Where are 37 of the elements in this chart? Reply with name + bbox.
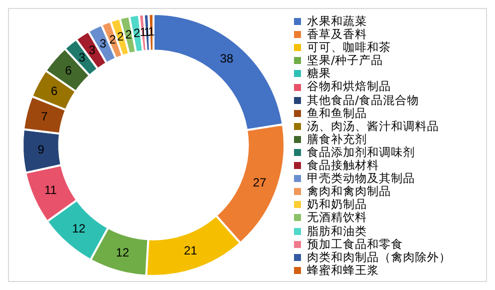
data-label: 9: [38, 142, 45, 157]
legend-label: 蜂蜜和蜂王浆: [307, 262, 379, 277]
legend-label: 鱼和鱼制品: [307, 106, 367, 120]
data-label: 21: [184, 244, 198, 258]
data-label: 2: [133, 26, 140, 40]
legend-label: 预加工食品和零食: [307, 236, 403, 251]
legend-label: 奶和奶制品: [307, 197, 367, 212]
legend-label: 食品添加剂和调味剂: [307, 144, 415, 160]
data-label: 27: [252, 175, 267, 190]
legend-label: 甲壳类动物及其制品: [307, 171, 415, 186]
legend-label: 汤、肉汤、酱汁和调料品: [307, 118, 439, 133]
legend-label: 水果和蔬菜: [307, 14, 367, 28]
legend-label: 香草及香料: [307, 27, 367, 42]
data-label: 6: [65, 63, 72, 78]
data-label: 12: [72, 222, 86, 236]
data-label: 3: [100, 36, 107, 51]
data-label: 11: [44, 183, 58, 198]
data-label: 3: [88, 42, 96, 57]
data-label: 2: [117, 30, 124, 44]
legend-label: 其他食品/食品混合物: [307, 92, 419, 107]
legend-label: 脂肪和油类: [307, 224, 367, 238]
legend-label: 肉类和肉制品（禽肉除外）: [307, 250, 451, 264]
legend-label: 膳食补充剂: [307, 132, 367, 146]
data-label: 6: [50, 84, 58, 98]
data-label: 12: [116, 246, 130, 260]
data-label: 7: [41, 109, 48, 124]
legend-label: 可可、咖啡和茶: [307, 40, 391, 54]
data-label: 3: [78, 50, 86, 64]
data-label: 2: [125, 27, 132, 42]
data-label: 38: [220, 52, 234, 66]
legend-label: 糖果: [307, 66, 331, 80]
legend-label: 坚果/种子产品: [307, 53, 383, 68]
legend-label: 禽肉和禽肉制品: [307, 184, 391, 198]
data-label: 2: [109, 32, 116, 46]
legend-label: 食品接触材料: [307, 158, 379, 172]
legend-label: 无酒精饮料: [307, 210, 367, 224]
legend-label: 谷物和烘焙制品: [307, 79, 391, 94]
